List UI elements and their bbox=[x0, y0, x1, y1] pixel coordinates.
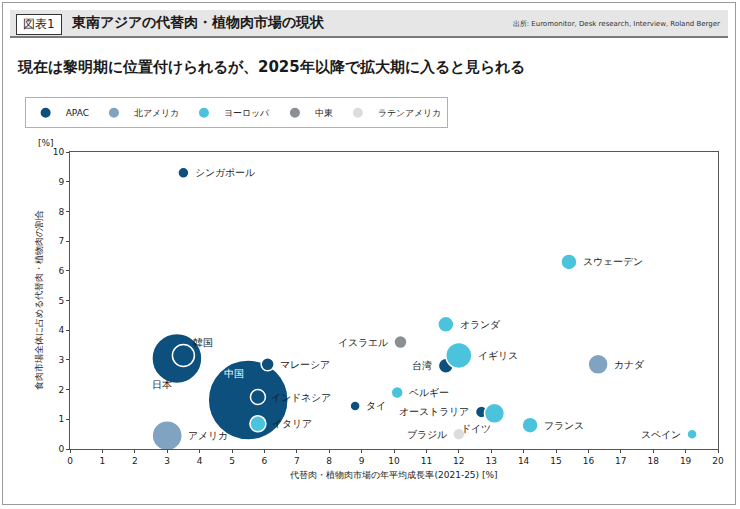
html-text:図表1: 図表1 bbox=[23, 17, 55, 31]
svg-text:韓国: 韓国 bbox=[193, 337, 213, 348]
svg-text:ドイツ: ドイツ bbox=[461, 423, 491, 434]
svg-text:18: 18 bbox=[647, 456, 659, 466]
svg-text:3: 3 bbox=[58, 355, 64, 365]
svg-text:16: 16 bbox=[583, 456, 595, 466]
svg-text:8: 8 bbox=[326, 456, 332, 466]
svg-text:3: 3 bbox=[164, 456, 170, 466]
svg-text:日本: 日本 bbox=[152, 379, 172, 390]
svg-text:2: 2 bbox=[132, 456, 138, 466]
svg-text:食肉市場全体に占める代替肉・植物肉の割合: 食肉市場全体に占める代替肉・植物肉の割合 bbox=[34, 211, 44, 391]
svg-text:代替肉・植物肉市場の年平均成長率(2021-25) [%]: 代替肉・植物肉市場の年平均成長率(2021-25) [%] bbox=[289, 470, 497, 480]
svg-text:カナダ: カナダ bbox=[614, 359, 645, 370]
svg-text:14: 14 bbox=[518, 456, 530, 466]
svg-text:10: 10 bbox=[53, 147, 65, 157]
svg-text:中国: 中国 bbox=[224, 368, 244, 379]
svg-text:9: 9 bbox=[359, 456, 365, 466]
svg-text:6: 6 bbox=[262, 456, 268, 466]
svg-text:4: 4 bbox=[58, 325, 64, 335]
svg-text:スペイン: スペイン bbox=[641, 429, 681, 440]
svg-text:1: 1 bbox=[100, 456, 106, 466]
svg-text:9: 9 bbox=[58, 177, 64, 187]
svg-text:タイ: タイ bbox=[366, 400, 386, 411]
svg-text:フランス: フランス bbox=[544, 420, 584, 431]
svg-text:5: 5 bbox=[58, 296, 64, 306]
html-text:出所: Euromonitor, Desk research: 出所: Euromonitor, Desk research, Intervie… bbox=[512, 20, 720, 28]
svg-text:ベルギー: ベルギー bbox=[409, 387, 449, 398]
svg-text:イタリア: イタリア bbox=[272, 418, 312, 429]
svg-text:13: 13 bbox=[485, 456, 496, 466]
svg-text:12: 12 bbox=[453, 456, 464, 466]
svg-text:オランダ: オランダ bbox=[460, 319, 501, 330]
svg-text:APAC: APAC bbox=[66, 108, 89, 118]
svg-text:イギリス: イギリス bbox=[478, 350, 518, 361]
svg-text:0: 0 bbox=[67, 456, 73, 466]
svg-text:アメリカ: アメリカ bbox=[188, 430, 228, 441]
svg-text:7: 7 bbox=[294, 456, 300, 466]
svg-text:8: 8 bbox=[58, 207, 64, 217]
svg-text:11: 11 bbox=[421, 456, 432, 466]
svg-text:マレーシア: マレーシア bbox=[280, 359, 330, 370]
svg-text:オーストラリア: オーストラリア bbox=[399, 406, 469, 417]
svg-text:ブラジル: ブラジル bbox=[407, 429, 447, 440]
svg-text:17: 17 bbox=[615, 456, 626, 466]
svg-text:中東: 中東 bbox=[315, 108, 333, 118]
svg-text:1: 1 bbox=[58, 414, 64, 424]
html-text:現在は黎明期に位置付けられるが、2025年以降で拡大期に入る: 現在は黎明期に位置付けられるが、2025年以降で拡大期に入ると見られる bbox=[18, 58, 525, 76]
svg-text:台湾: 台湾 bbox=[412, 360, 432, 371]
svg-text:[%]: [%] bbox=[38, 138, 54, 148]
svg-text:北アメリカ: 北アメリカ bbox=[134, 108, 179, 118]
svg-text:10: 10 bbox=[388, 456, 400, 466]
svg-text:0: 0 bbox=[58, 444, 64, 454]
svg-text:ラテンアメリカ: ラテンアメリカ bbox=[378, 108, 441, 118]
svg-text:6: 6 bbox=[58, 266, 64, 276]
svg-text:ヨーロッパ: ヨーロッパ bbox=[224, 108, 270, 118]
svg-text:イスラエル: イスラエル bbox=[338, 337, 388, 348]
svg-text:シンガポール: シンガポール bbox=[195, 167, 255, 178]
svg-text:20: 20 bbox=[712, 456, 724, 466]
html-text:東南アジアの代替肉・植物肉市場の現状: 東南アジアの代替肉・植物肉市場の現状 bbox=[72, 14, 324, 30]
svg-text:2: 2 bbox=[58, 385, 64, 395]
svg-text:4: 4 bbox=[197, 456, 203, 466]
svg-text:15: 15 bbox=[550, 456, 561, 466]
svg-text:インドネシア: インドネシア bbox=[271, 392, 331, 403]
svg-text:19: 19 bbox=[680, 456, 692, 466]
svg-text:スウェーデン: スウェーデン bbox=[583, 256, 643, 267]
svg-text:7: 7 bbox=[58, 236, 64, 246]
svg-text:5: 5 bbox=[229, 456, 235, 466]
